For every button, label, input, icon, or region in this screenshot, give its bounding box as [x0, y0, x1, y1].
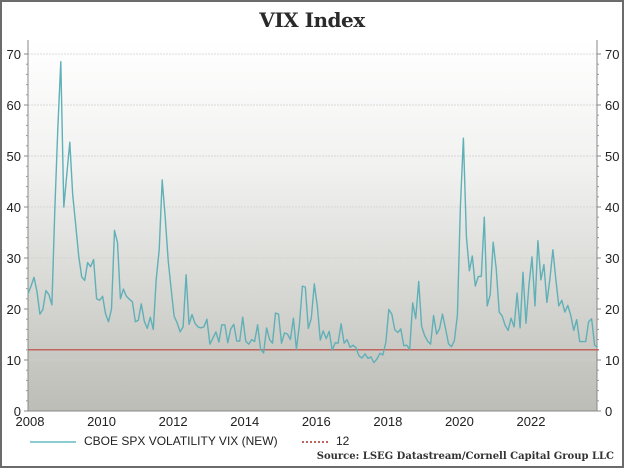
y-tick-label-left: 50: [7, 149, 21, 164]
y-tick-label-right: 20: [605, 302, 619, 317]
plot-area: [28, 40, 597, 411]
y-tick-label-left: 20: [7, 302, 21, 317]
chart-title: VIX Index: [259, 8, 365, 32]
y-tick-label-right: 70: [605, 47, 619, 62]
y-tick-label-left: 60: [7, 98, 21, 113]
y-tick-label-right: 50: [605, 149, 619, 164]
y-tick-label-left: 10: [7, 353, 21, 368]
x-tick-label: 2022: [517, 414, 546, 429]
legend-label-vix: CBOE SPX VOLATILITY VIX (NEW): [84, 434, 278, 448]
legend-swatch-12: [302, 440, 328, 443]
vix-series-line: [27, 61, 599, 364]
y-tick-label-left: 0: [14, 404, 21, 419]
x-tick-label: 2008: [16, 414, 45, 429]
legend-label-12: 12: [336, 434, 350, 448]
y-tick-label-left: 30: [7, 251, 21, 266]
legend-item-vix: CBOE SPX VOLATILITY VIX (NEW): [30, 434, 278, 448]
x-tick-label: 2014: [230, 414, 259, 429]
legend-swatch-vix: [30, 440, 76, 443]
y-tick-label-left: 70: [7, 47, 21, 62]
y-tick-label-right: 30: [605, 251, 619, 266]
x-tick-label: 2020: [445, 414, 474, 429]
source-note: Source: LSEG Datastream/Cornell Capital …: [316, 451, 614, 462]
x-tick-label: 2012: [159, 414, 188, 429]
x-tick-label: 2010: [87, 414, 116, 429]
y-tick-label-right: 40: [605, 200, 619, 215]
y-tick-label-right: 60: [605, 98, 619, 113]
y-tick-label-right: 10: [605, 353, 619, 368]
legend-item-12: 12: [302, 434, 349, 448]
x-tick-label: 2018: [373, 414, 402, 429]
y-tick-label-right: 0: [605, 404, 612, 419]
y-tick-label-left: 40: [7, 200, 21, 215]
x-tick-label: 2016: [302, 414, 331, 429]
